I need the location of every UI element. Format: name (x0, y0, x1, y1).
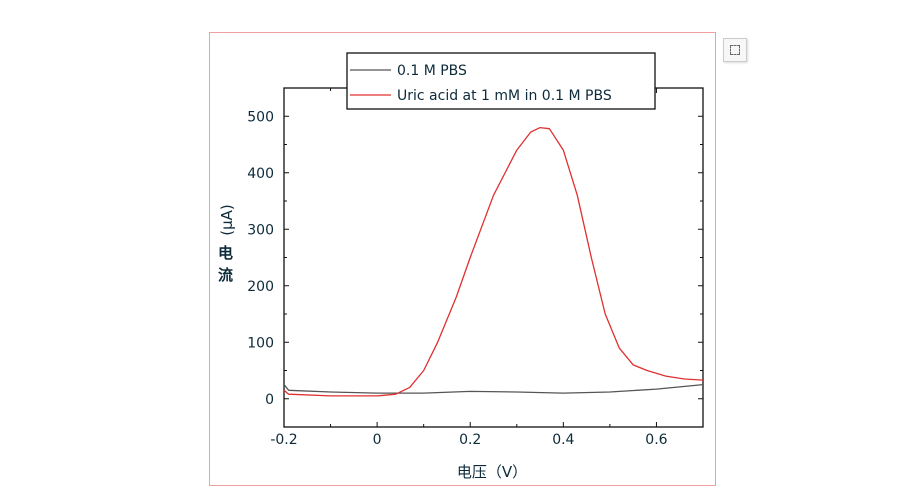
x-tick-label: 0.2 (459, 432, 481, 448)
y-axis-label: 电流 (218, 244, 233, 284)
legend-box (346, 52, 656, 110)
x-tick-label: 0.4 (552, 432, 574, 448)
y-tick-label: 400 (247, 166, 274, 182)
chart-frame (209, 32, 716, 486)
legend-label: Uric acid at 1 mM in 0.1 M PBS (397, 88, 612, 104)
x-tick-label: 0 (373, 432, 382, 448)
series-line-1 (283, 126, 704, 397)
x-tick-label: -0.2 (270, 432, 297, 448)
y-tick-label: 300 (247, 222, 274, 238)
legend-label: 0.1 M PBS (397, 63, 467, 79)
image-fit-icon[interactable] (723, 38, 747, 62)
y-tick-label: 0 (265, 392, 274, 408)
y-tick-label: 500 (247, 109, 274, 125)
y-tick-label: 200 (247, 279, 274, 295)
plot-area (283, 87, 704, 428)
legend: 0.1 M PBS Uric acid at 1 mM in 0.1 M PBS (346, 52, 656, 110)
x-axis-label: 电压（V） (457, 463, 527, 481)
series-line-0 (283, 383, 704, 394)
y-tick-label: 100 (247, 335, 274, 351)
x-tick-label: 0.6 (645, 432, 667, 448)
y-axis-unit: (µA) (218, 204, 236, 236)
